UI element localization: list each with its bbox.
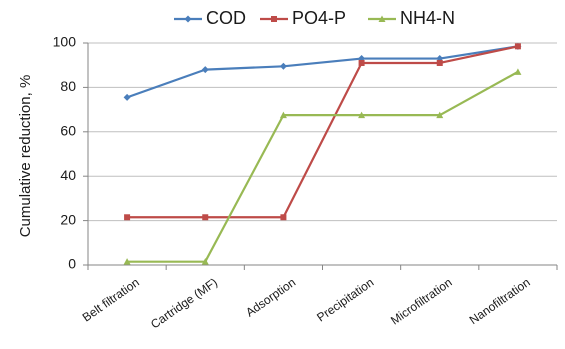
x-tick-label: Belt filtration <box>80 275 142 324</box>
x-tick-label: Cartridge (MF) <box>148 275 220 331</box>
y-tick-label: 20 <box>60 211 76 227</box>
data-point-cod <box>123 93 131 101</box>
data-point-po4-p <box>358 59 365 66</box>
series-cod <box>123 42 522 101</box>
data-point-nh4-n <box>201 258 209 265</box>
y-axis-title: Cumulative reduction, % <box>17 75 34 238</box>
data-point-nh4-n <box>514 68 522 75</box>
y-tick-label: 40 <box>60 167 76 183</box>
legend-item-po4-p: PO4-P <box>260 8 346 28</box>
data-point-po4-p <box>202 214 209 221</box>
data-point-po4-p <box>124 214 131 221</box>
series-line-po4-p <box>127 45 519 219</box>
y-tick-label: 80 <box>60 78 76 94</box>
data-point-nh4-n <box>279 111 287 119</box>
legend-marker-cod <box>184 15 192 23</box>
y-tick-label: 0 <box>68 256 76 272</box>
y-tick-labels: 0 20 40 60 80 100 <box>53 34 77 272</box>
legend-label-cod: COD <box>206 8 246 28</box>
y-tick-label: 100 <box>53 34 77 50</box>
data-point-po4-p <box>436 59 443 66</box>
legend-item-nh4-n: NH4-N <box>368 8 455 28</box>
legend-marker-nh4-n <box>378 15 386 22</box>
x-tick-label: Precipitation <box>314 275 376 324</box>
data-point-cod <box>201 66 209 74</box>
axes <box>83 42 558 270</box>
data-point-nh4-n <box>436 111 444 119</box>
x-tick-label: Nanofiltration <box>467 275 533 327</box>
series-po4-p <box>124 43 521 221</box>
series-nh4-n <box>123 68 522 265</box>
data-point-nh4-n <box>358 111 366 119</box>
x-tick-label: Adsorption <box>243 275 298 319</box>
legend-item-cod: COD <box>174 8 246 28</box>
data-point-po4-p <box>280 214 287 221</box>
series-group <box>123 42 522 265</box>
y-tick-label: 60 <box>60 123 76 139</box>
series-line-nh4-n <box>127 70 519 263</box>
gridlines <box>88 42 557 222</box>
legend-marker-po4-p <box>271 16 277 22</box>
x-tick-label: Microfiltration <box>388 275 454 327</box>
data-point-nh4-n <box>123 258 131 265</box>
series-line-cod <box>126 45 519 99</box>
legend: COD PO4-P NH4-N <box>174 8 455 28</box>
data-point-cod <box>279 62 287 70</box>
legend-label-nh4-n: NH4-N <box>400 8 455 28</box>
data-point-po4-p <box>514 43 521 50</box>
legend-label-po4-p: PO4-P <box>292 8 346 28</box>
x-tick-labels: Belt filtration Cartridge (MF) Adsorption P… <box>80 275 533 331</box>
